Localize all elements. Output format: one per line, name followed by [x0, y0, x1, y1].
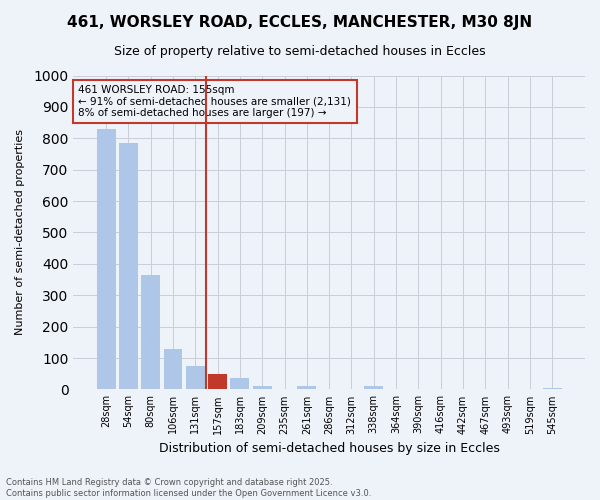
Bar	[253, 386, 272, 390]
Bar	[164, 349, 182, 390]
Bar	[208, 374, 227, 390]
Bar	[543, 388, 562, 390]
Text: 461 WORSLEY ROAD: 155sqm
← 91% of semi-detached houses are smaller (2,131)
8% of: 461 WORSLEY ROAD: 155sqm ← 91% of semi-d…	[79, 85, 352, 118]
Bar	[141, 275, 160, 390]
Text: 461, WORSLEY ROAD, ECCLES, MANCHESTER, M30 8JN: 461, WORSLEY ROAD, ECCLES, MANCHESTER, M…	[67, 15, 533, 30]
Bar	[186, 366, 205, 390]
Text: Size of property relative to semi-detached houses in Eccles: Size of property relative to semi-detach…	[114, 45, 486, 58]
Y-axis label: Number of semi-detached properties: Number of semi-detached properties	[15, 130, 25, 336]
Bar	[364, 386, 383, 390]
Bar	[230, 378, 250, 390]
X-axis label: Distribution of semi-detached houses by size in Eccles: Distribution of semi-detached houses by …	[159, 442, 500, 455]
Bar	[97, 129, 116, 390]
Bar	[119, 143, 138, 390]
Text: Contains HM Land Registry data © Crown copyright and database right 2025.
Contai: Contains HM Land Registry data © Crown c…	[6, 478, 371, 498]
Bar	[298, 386, 316, 390]
